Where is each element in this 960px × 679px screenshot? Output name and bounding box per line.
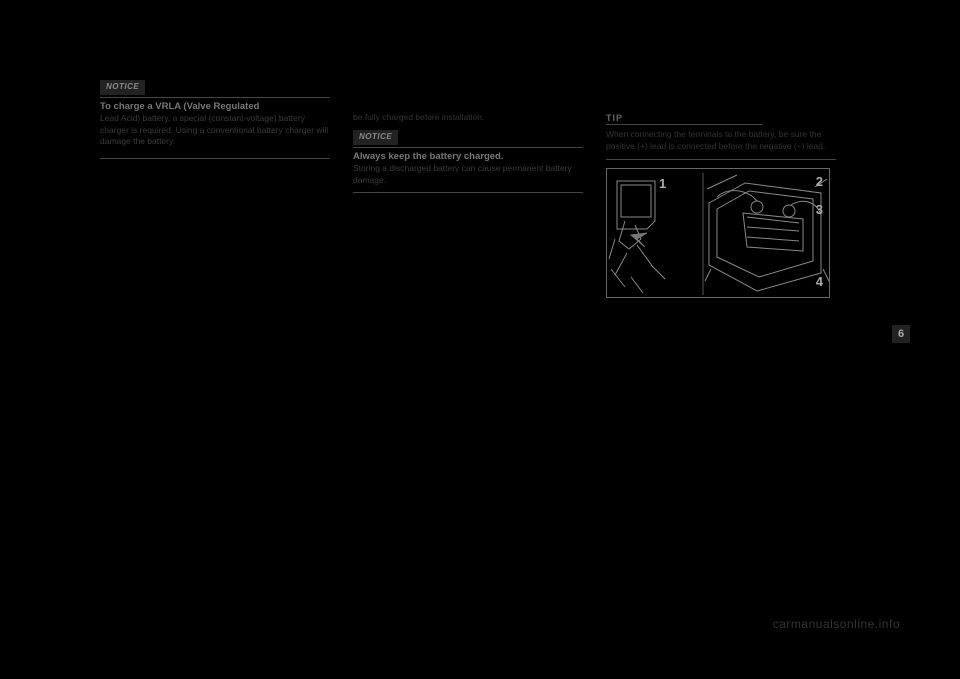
callout-4: 4	[816, 273, 823, 291]
column-3: TIP When connecting the terminals to the…	[606, 80, 836, 298]
divider	[100, 158, 330, 159]
illustration-svg	[607, 169, 831, 299]
section-tab: 6	[892, 325, 910, 343]
notice-badge: NOTICE	[100, 80, 145, 95]
notice-badge: NOTICE	[353, 130, 398, 145]
callout-3: 3	[816, 201, 823, 219]
manual-page: NOTICE To charge a VRLA (Valve Regulated…	[100, 80, 860, 600]
tip-body: When connecting the terminals to the bat…	[606, 129, 836, 153]
notice-heading: To charge a VRLA (Valve Regulated	[100, 101, 330, 113]
tip-label: TIP	[606, 112, 763, 125]
divider	[353, 192, 583, 193]
pre-notice-text: be fully charged before installation.	[353, 112, 583, 124]
column-1: NOTICE To charge a VRLA (Valve Regulated…	[100, 80, 330, 163]
callout-2: 2	[816, 173, 823, 191]
notice-body: Storing a discharged battery can cause p…	[353, 163, 583, 186]
notice-rule	[353, 147, 583, 148]
callout-1: 1	[659, 175, 666, 193]
notice-heading: Always keep the battery charged.	[353, 151, 583, 163]
notice-rule	[100, 97, 330, 98]
tip-divider	[606, 159, 836, 160]
battery-illustration: 1 2 3 4	[606, 168, 830, 298]
watermark: carmanualsonline.info	[773, 617, 900, 631]
column-2: be fully charged before installation. NO…	[353, 80, 583, 197]
notice-body: Lead Acid) battery, a special (constant-…	[100, 113, 330, 147]
